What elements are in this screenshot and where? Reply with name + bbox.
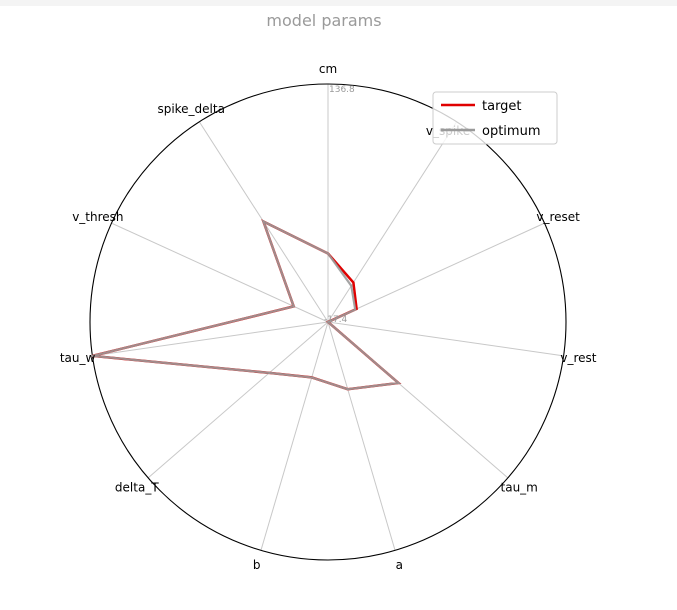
point-target-v-spike: [352, 281, 355, 284]
spoke-v-rest: [327, 321, 564, 357]
axis-label-spike-delta: spike_delta: [157, 102, 225, 116]
spoke-a: [327, 321, 396, 551]
axis-label-delta-T: delta_T: [115, 481, 159, 495]
legend-target-label: target: [482, 99, 522, 114]
point-optimum-v-spike: [350, 284, 353, 287]
point-optimum-v-thresh: [292, 305, 295, 308]
chart-title: model params: [266, 11, 381, 30]
axis-label-tau-m: tau_m: [501, 481, 538, 495]
point-optimum-a: [346, 388, 349, 391]
legend-optimum-label: optimum: [482, 124, 540, 139]
point-optimum-cm: [327, 252, 329, 255]
legend: target optimum: [432, 91, 558, 145]
axis-label-v-rest: v_rest: [560, 351, 596, 365]
axis-label-v-reset: v_reset: [536, 210, 580, 224]
spoke-v-spike: [327, 121, 458, 323]
spoke-b: [260, 321, 329, 551]
spoke-delta-T: [147, 321, 329, 479]
point-optimum-tau-m: [397, 382, 400, 384]
axis-label-b: b: [253, 558, 261, 572]
top-border: [0, 0, 677, 6]
point-optimum-v-rest: [327, 321, 329, 323]
r-min-label: -17.4: [324, 315, 348, 325]
point-optimum-spike-delta: [262, 220, 265, 223]
axis-label-a: a: [396, 558, 403, 572]
axis-label-tau-w: tau_w: [60, 351, 96, 365]
spoke-v-reset: [327, 222, 545, 323]
point-optimum-tau-w: [91, 355, 94, 357]
spoke-v-thresh: [111, 222, 329, 323]
series-optimum-line: [92, 219, 402, 391]
point-optimum-v-reset: [354, 308, 357, 311]
point-optimum-delta-T: [268, 372, 271, 374]
series-target-line: [92, 219, 402, 391]
r-max-label: 136.8: [329, 85, 355, 95]
point-optimum-b: [310, 376, 313, 379]
axis-label-cm: cm: [319, 62, 337, 76]
spoke-tau-w: [92, 321, 329, 357]
outer-circle: [89, 83, 567, 561]
axis-label-v-thresh: v_thresh: [72, 210, 123, 224]
